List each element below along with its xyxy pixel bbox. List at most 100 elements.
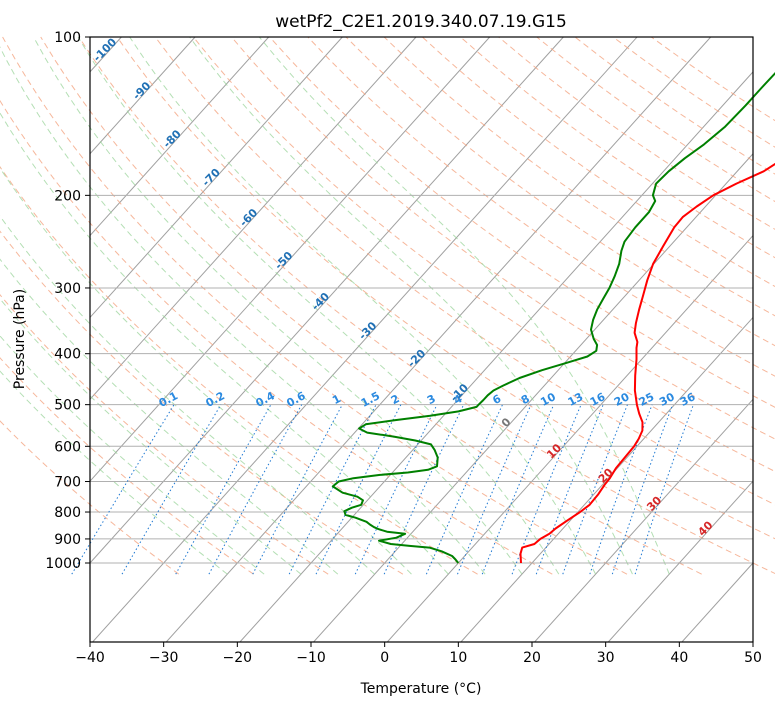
mixing-ratio-line	[511, 404, 582, 575]
y-tick-label: 300	[54, 281, 81, 297]
moist-adiabat-label: -30	[356, 319, 379, 342]
isotherm-line	[89, 36, 417, 400]
isotherm-line	[386, 235, 754, 643]
isotherm-line	[89, 36, 122, 73]
sounding-series	[331, 71, 775, 564]
mixing-ratio-line	[611, 404, 674, 575]
x-tick-label: 20	[523, 650, 541, 666]
chart-title: wetPf2_C2E1.2019.340.07.19.G15	[275, 12, 567, 32]
x-tick-label: 50	[744, 650, 762, 666]
moist-adiabat	[0, 112, 449, 575]
dry-adiabat-label: 10	[544, 441, 564, 461]
dry-adiabat	[383, 36, 775, 317]
isotherm-line	[239, 71, 754, 643]
moist-adiabat-label: -50	[272, 249, 295, 272]
moist-adiabat	[0, 370, 228, 575]
y-tick-label: 700	[54, 475, 81, 491]
moist-adiabat	[0, 335, 265, 575]
mixing-ratio-label: 30	[657, 390, 677, 409]
dewpoint-profile-line	[331, 71, 775, 564]
x-axis: −40 −30 −20 −10 0 10 20 30 40 50	[75, 642, 762, 666]
isotherm-line	[681, 562, 754, 643]
dry-adiabat	[192, 36, 775, 473]
dry-adiabat	[0, 230, 404, 575]
mixing-ratio-line	[562, 404, 628, 575]
moist-adiabat	[0, 167, 412, 575]
y-axis-label: Pressure (hPa)	[12, 289, 28, 389]
moist-adiabat	[77, 36, 560, 575]
temperature-profile-line	[519, 162, 775, 564]
x-axis-label: Temperature (°C)	[360, 681, 482, 697]
x-tick-label: 30	[597, 650, 615, 666]
mixing-ratio-line	[383, 404, 465, 575]
dry-adiabat	[231, 36, 775, 440]
isotherm-line	[89, 36, 491, 482]
dry-adiabat	[460, 36, 775, 259]
moist-adiabat	[0, 215, 375, 575]
moist-adiabat-label: -40	[309, 290, 332, 313]
isotherm-line	[165, 36, 712, 643]
x-tick-label: 0	[380, 650, 389, 666]
mixing-ratio-label: 36	[678, 390, 698, 409]
mixing-ratio-line	[175, 404, 272, 575]
mixing-ratio-label: 20	[612, 390, 632, 409]
mixing-ratio-label: 0.2	[204, 389, 227, 410]
x-tick-label: −20	[223, 650, 253, 666]
dry-adiabat	[345, 36, 775, 347]
mixing-ratio-label: 25	[637, 390, 657, 409]
moist-adiabat-label: -20	[405, 347, 428, 370]
background-lines	[0, 36, 775, 643]
mixing-ratio-line	[535, 404, 604, 575]
mixing-ratio-lines	[71, 404, 694, 575]
dry-adiabat-label: 30	[644, 494, 664, 514]
y-tick-label: 1000	[45, 556, 81, 572]
plot-frame	[89, 36, 754, 643]
isotherm-line	[92, 36, 638, 643]
mixing-ratio-line	[208, 404, 303, 575]
dry-adiabat	[40, 36, 702, 575]
dry-adiabat	[78, 36, 775, 575]
mixing-ratio-line	[457, 404, 532, 575]
isotherm-line	[313, 153, 754, 643]
dry-adiabat	[536, 36, 775, 203]
dry-adiabat	[0, 420, 180, 575]
dry-adiabat	[0, 294, 329, 575]
mixing-ratio-line	[252, 404, 343, 575]
y-tick-label: 900	[54, 532, 81, 548]
dry-adiabat	[154, 36, 775, 506]
y-tick-label: 100	[54, 30, 81, 46]
moist-adiabat-label: -100	[91, 35, 120, 64]
moist-adiabat-label: -60	[237, 206, 260, 229]
moist-adiabat	[258, 36, 670, 575]
mixing-ratio-line	[121, 404, 222, 575]
isotherm-line	[460, 317, 754, 643]
y-tick-label: 800	[54, 505, 81, 521]
isotherm-line	[89, 36, 343, 318]
dry-adiabat	[307, 36, 775, 377]
y-tick-label: 600	[54, 439, 81, 455]
dry-adiabat	[269, 36, 775, 408]
mixing-ratio-label: 10	[538, 390, 558, 409]
y-tick-label: 400	[54, 347, 81, 363]
dry-adiabat	[116, 36, 775, 540]
x-tick-label: −40	[75, 650, 105, 666]
y-tick-label: 200	[54, 188, 81, 204]
moist-adiabat	[189, 36, 633, 575]
y-axis: 100 200 300 400 500 600 700 800 900 1000	[45, 30, 90, 572]
dry-adiabat-label: 40	[695, 518, 715, 538]
mixing-ratio-line	[71, 404, 175, 575]
y-tick-label: 500	[54, 398, 81, 414]
mixing-ratio-label: 13	[566, 390, 586, 409]
dry-adiabat	[0, 166, 478, 575]
x-tick-label: 40	[670, 650, 688, 666]
mixing-ratio-line	[354, 404, 438, 575]
moist-adiabat-label: -80	[161, 127, 184, 150]
isotherm-line	[534, 398, 754, 643]
moist-adiabat	[0, 46, 486, 575]
mixing-ratio-line	[315, 404, 402, 575]
x-tick-label: −30	[149, 650, 179, 666]
mixing-ratio-line	[481, 404, 555, 575]
dry-adiabat-label: 20	[596, 466, 616, 486]
isotherm-line	[89, 36, 564, 564]
